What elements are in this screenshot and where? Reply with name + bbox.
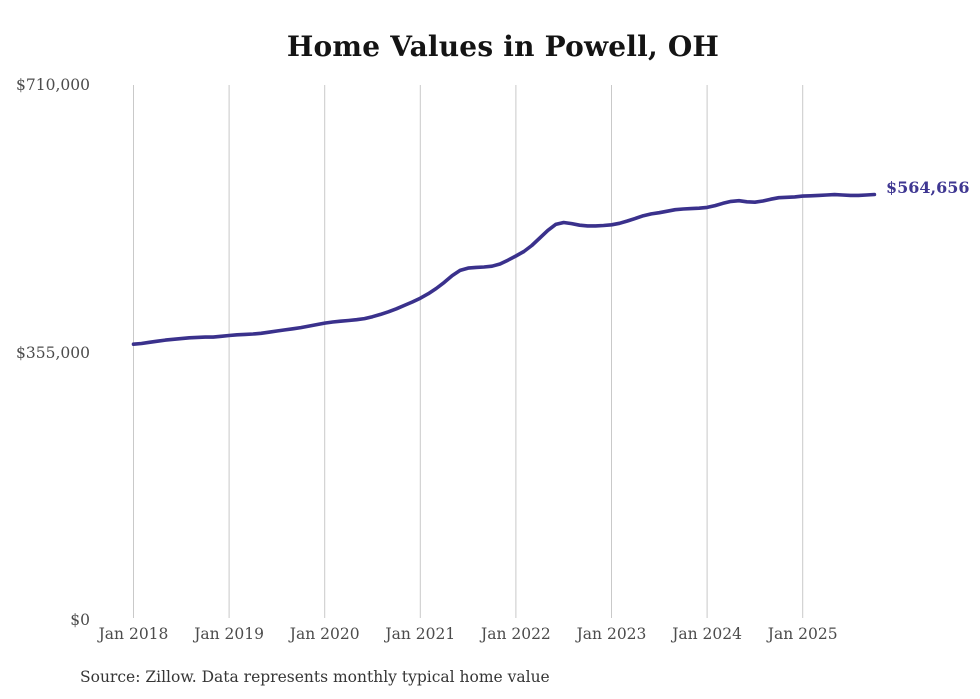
chart-title: Home Values in Powell, OH: [286, 30, 720, 63]
x-tick-label: Jan 2023: [576, 625, 647, 643]
home-value-line: [131, 192, 877, 346]
y-tick-label: $710,000: [16, 76, 90, 94]
x-tick-label: Jan 2020: [289, 625, 360, 643]
x-tick-label: Jan 2019: [194, 625, 264, 643]
x-tick-label: Jan 2018: [98, 625, 169, 643]
y-tick-label: $355,000: [16, 343, 90, 362]
y-tick-label: $0: [70, 611, 90, 629]
x-tick-label: Jan 2024: [672, 625, 742, 643]
x-tick-label: Jan 2025: [767, 625, 838, 643]
x-tick-label: Jan 2022: [480, 625, 551, 643]
end-value-label: $564,656: [886, 177, 970, 197]
source-note: Source: Zillow. Data represents monthly …: [80, 668, 550, 686]
gridlines-group: [133, 85, 804, 618]
x-tick-label: Jan 2021: [385, 625, 456, 643]
